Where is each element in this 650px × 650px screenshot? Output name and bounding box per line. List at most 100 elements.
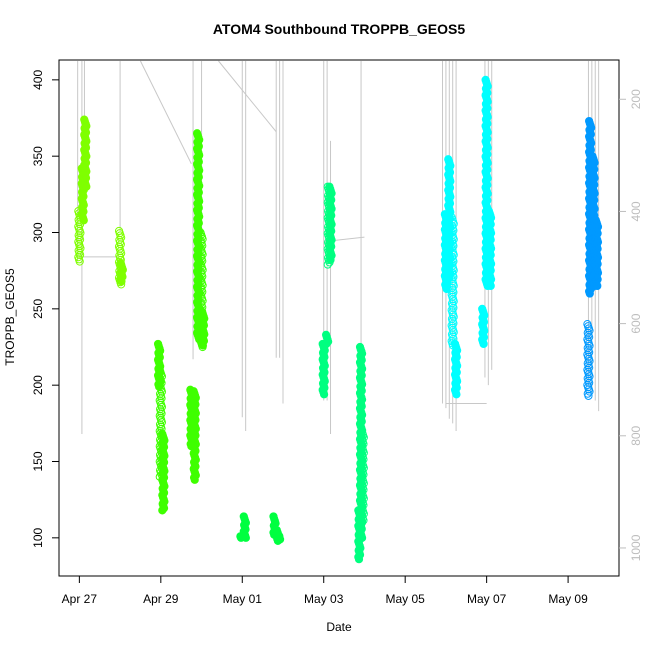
data-point bbox=[198, 235, 207, 244]
data-point bbox=[359, 516, 368, 525]
y-tick-label: 350 bbox=[31, 146, 45, 166]
right-axis: 200 400 600 800 1000 bbox=[619, 89, 643, 561]
data-point bbox=[449, 219, 458, 228]
data-point bbox=[359, 485, 368, 494]
trajectory-connector bbox=[218, 60, 277, 133]
y-axis: 100 150 200 250 300 350 400 bbox=[31, 70, 59, 548]
data-point bbox=[157, 402, 166, 412]
data-point bbox=[486, 281, 495, 291]
data-point bbox=[585, 326, 594, 335]
right-tick-label: 200 bbox=[629, 89, 643, 109]
data-point bbox=[585, 333, 594, 342]
data-points bbox=[74, 75, 603, 564]
data-point bbox=[198, 287, 207, 297]
data-point bbox=[157, 372, 166, 381]
data-point bbox=[359, 455, 368, 464]
x-tick-label: Apr 29 bbox=[143, 592, 179, 606]
data-point bbox=[117, 277, 126, 286]
data-point bbox=[585, 363, 594, 372]
data-point bbox=[198, 265, 207, 275]
data-point bbox=[585, 378, 594, 387]
data-point bbox=[359, 463, 368, 473]
right-tick-label: 600 bbox=[629, 313, 643, 333]
y-tick-label: 400 bbox=[31, 70, 45, 90]
data-point bbox=[190, 475, 199, 484]
data-point bbox=[585, 356, 594, 366]
y-tick-label: 100 bbox=[31, 528, 45, 548]
data-point bbox=[449, 266, 458, 275]
data-point bbox=[157, 394, 166, 403]
data-point bbox=[116, 240, 125, 249]
data-point bbox=[449, 303, 458, 312]
x-tick-label: May 07 bbox=[467, 592, 507, 606]
data-point bbox=[198, 341, 207, 350]
data-point bbox=[198, 272, 207, 281]
data-point bbox=[198, 281, 207, 290]
data-point bbox=[449, 288, 458, 297]
right-tick-label: 400 bbox=[629, 201, 643, 221]
data-point bbox=[449, 328, 458, 337]
data-point bbox=[359, 501, 368, 510]
data-point bbox=[585, 372, 594, 381]
data-point bbox=[79, 216, 88, 225]
data-point bbox=[479, 339, 488, 349]
data-point bbox=[157, 378, 166, 388]
data-point bbox=[585, 348, 594, 357]
data-point bbox=[276, 535, 285, 544]
data-point bbox=[357, 518, 366, 527]
right-tick-label: 1000 bbox=[629, 534, 643, 561]
data-point bbox=[449, 312, 458, 321]
data-point bbox=[449, 319, 458, 328]
data-point bbox=[319, 390, 329, 399]
right-tick-label: 800 bbox=[629, 425, 643, 445]
data-point bbox=[354, 555, 364, 564]
y-tick-label: 200 bbox=[31, 375, 45, 395]
data-point bbox=[359, 509, 368, 518]
x-axis-label: Date bbox=[326, 620, 352, 634]
data-point bbox=[157, 387, 166, 396]
chart-title: ATOM4 Southbound TROPPB_GEOS5 bbox=[213, 21, 465, 37]
data-point bbox=[585, 341, 594, 350]
data-point bbox=[449, 250, 458, 259]
y-tick-label: 300 bbox=[31, 222, 45, 242]
x-tick-label: May 05 bbox=[386, 592, 426, 606]
data-point bbox=[449, 272, 458, 282]
data-point bbox=[75, 235, 85, 244]
data-point bbox=[322, 339, 331, 349]
data-point bbox=[359, 439, 368, 449]
data-point bbox=[449, 226, 458, 235]
x-axis: Apr 27 Apr 29 May 01 May 03 May 05 May 07 May … bbox=[62, 576, 588, 606]
data-point bbox=[198, 296, 207, 305]
data-point bbox=[585, 387, 594, 396]
x-tick-label: May 03 bbox=[304, 592, 344, 606]
plot-frame bbox=[58, 59, 620, 577]
data-point bbox=[198, 241, 207, 250]
data-point bbox=[158, 506, 167, 515]
x-tick-label: Apr 27 bbox=[62, 592, 98, 606]
data-point bbox=[452, 390, 461, 399]
data-point bbox=[117, 233, 126, 242]
data-point bbox=[359, 470, 368, 479]
data-point bbox=[76, 228, 85, 238]
y-tick-label: 250 bbox=[31, 299, 45, 319]
data-point bbox=[75, 257, 84, 266]
data-point bbox=[359, 479, 368, 488]
data-point bbox=[584, 391, 593, 400]
data-point bbox=[449, 257, 458, 266]
data-point bbox=[359, 494, 368, 503]
y-tick-label: 150 bbox=[31, 451, 45, 471]
data-point bbox=[75, 250, 85, 260]
data-point bbox=[359, 448, 368, 457]
data-point bbox=[585, 289, 594, 298]
data-point bbox=[82, 182, 91, 191]
data-point bbox=[449, 241, 458, 251]
data-point bbox=[593, 281, 602, 291]
data-point bbox=[449, 281, 458, 290]
data-point bbox=[198, 250, 207, 259]
data-point bbox=[326, 255, 335, 265]
data-point bbox=[449, 235, 458, 244]
data-point bbox=[449, 297, 458, 306]
data-point bbox=[241, 533, 250, 542]
